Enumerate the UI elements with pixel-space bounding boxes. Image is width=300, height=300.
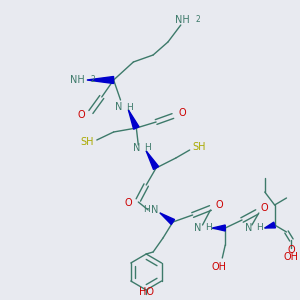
Polygon shape [212, 225, 225, 231]
Polygon shape [265, 222, 275, 228]
Text: SH: SH [80, 137, 94, 147]
Text: H: H [205, 224, 212, 232]
Text: NH: NH [70, 75, 84, 85]
Text: O: O [261, 203, 268, 213]
Text: O: O [179, 108, 187, 118]
Text: H: H [126, 103, 133, 112]
Text: N: N [133, 143, 140, 153]
Polygon shape [160, 213, 175, 224]
Polygon shape [87, 76, 114, 83]
Text: SH: SH [193, 142, 206, 152]
Text: O: O [124, 198, 132, 208]
Text: NH: NH [176, 15, 190, 25]
Text: O: O [288, 245, 295, 255]
Text: 2: 2 [195, 16, 200, 25]
Text: 2: 2 [91, 76, 95, 85]
Text: N: N [194, 223, 201, 233]
Text: N: N [115, 102, 122, 112]
Text: H: H [143, 206, 150, 214]
Text: OH: OH [212, 262, 227, 272]
Polygon shape [128, 110, 139, 129]
Text: N: N [152, 205, 159, 215]
Text: N: N [245, 223, 253, 233]
Text: H: H [256, 224, 263, 232]
Text: O: O [215, 200, 223, 210]
Text: HO: HO [139, 287, 154, 297]
Text: O: O [77, 110, 85, 120]
Text: H: H [144, 143, 151, 152]
Polygon shape [146, 151, 159, 170]
Text: OH: OH [284, 252, 299, 262]
